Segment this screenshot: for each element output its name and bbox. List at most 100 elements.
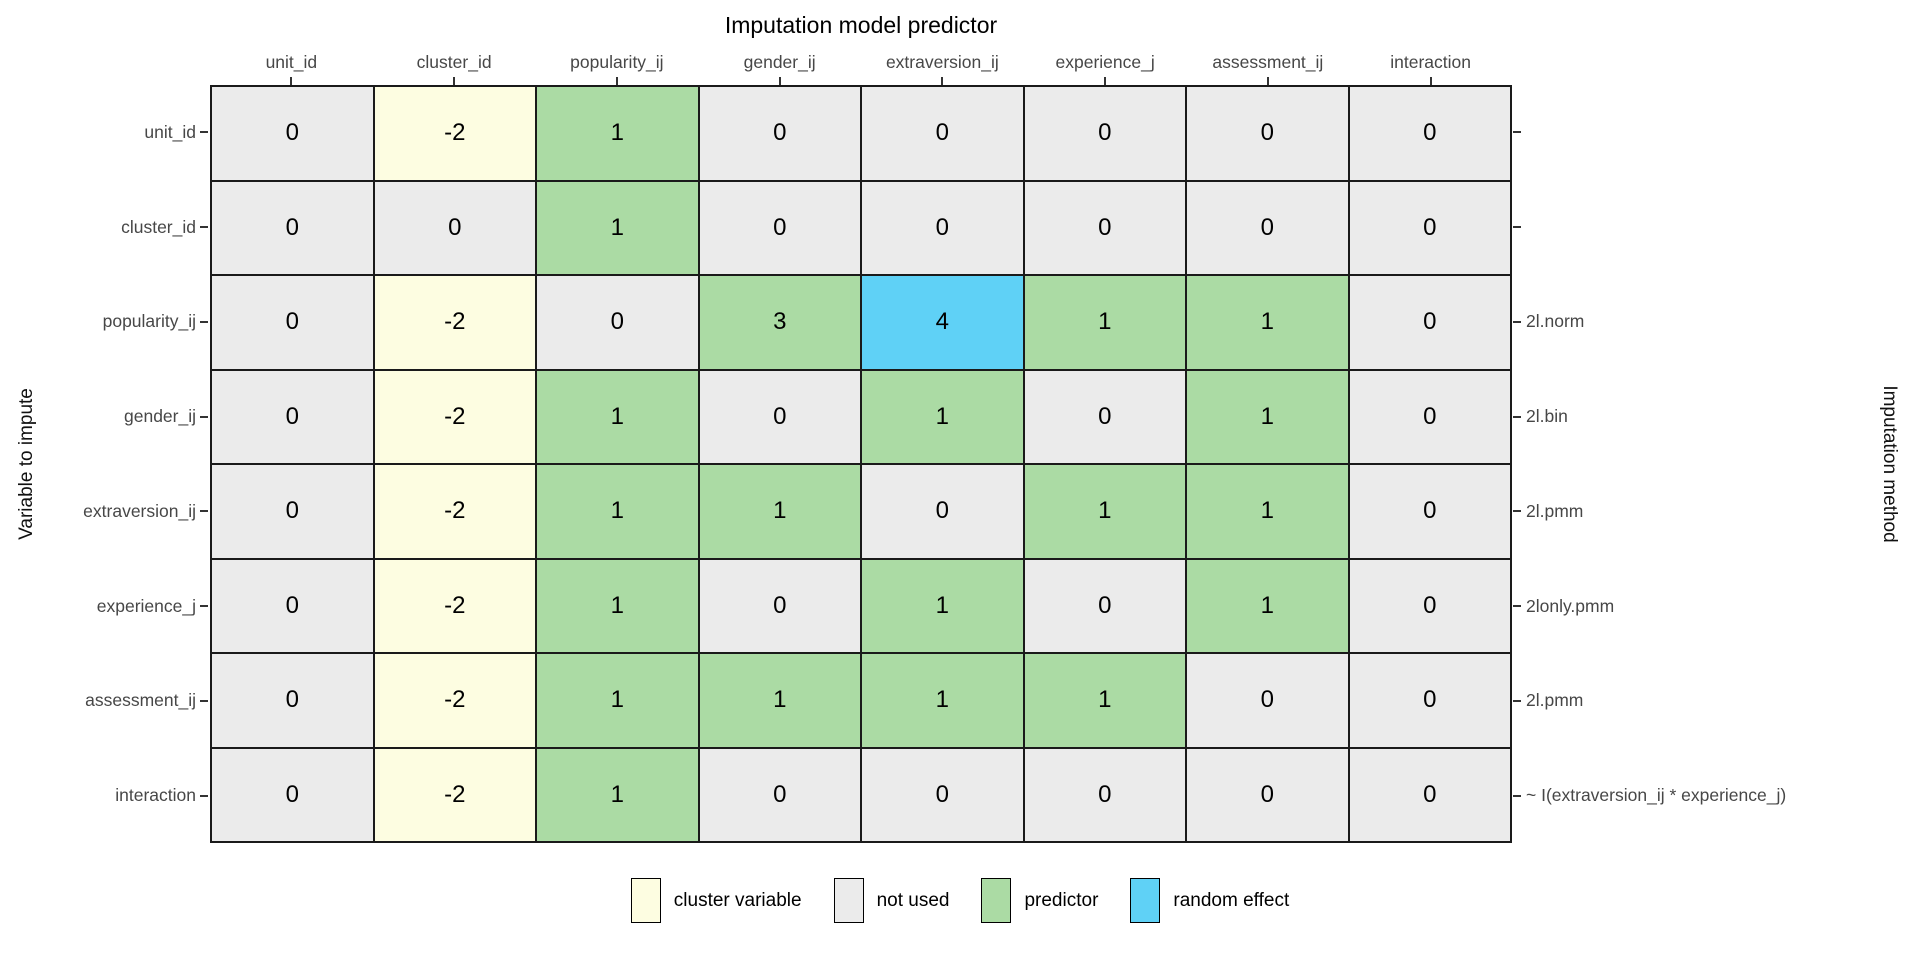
method-label: 2l.bin <box>1513 369 1918 464</box>
tick-mark <box>200 605 208 608</box>
tick-mark <box>200 415 208 418</box>
tick-mark <box>200 794 208 797</box>
matrix-cell: 0 <box>1348 558 1511 653</box>
matrix-cell: 1 <box>536 86 699 181</box>
tick-mark <box>1266 77 1269 85</box>
row-label-text: extraversion_ij <box>83 500 196 521</box>
matrix-cell: 1 <box>536 558 699 653</box>
row-label-text: cluster_id <box>121 216 196 237</box>
method-label: 2l.pmm <box>1513 464 1918 559</box>
matrix-cell: 1 <box>861 558 1024 653</box>
matrix-cell: -2 <box>373 86 536 181</box>
row-label: popularity_ij <box>0 275 208 370</box>
method-label <box>1513 85 1918 180</box>
row-label-text: experience_j <box>96 595 196 616</box>
matrix-cell: 0 <box>861 180 1024 275</box>
row-label-text: assessment_ij <box>85 690 196 711</box>
legend-label: not used <box>876 889 950 911</box>
legend-swatch <box>1130 878 1161 923</box>
tick-mark <box>1104 77 1107 85</box>
matrix-cell: 1 <box>1186 464 1349 559</box>
matrix-cell: 0 <box>211 180 374 275</box>
matrix-cell: 0 <box>861 464 1024 559</box>
row-label: interaction <box>0 748 208 843</box>
tick-mark <box>1513 320 1521 323</box>
column-header-label: gender_ij <box>743 52 816 72</box>
matrix-cell: 0 <box>211 747 374 842</box>
column-header: unit_id <box>210 40 373 85</box>
matrix-cell: 1 <box>698 653 861 748</box>
legend-swatch <box>833 878 864 923</box>
tick-mark <box>1513 226 1521 229</box>
matrix-cell: 1 <box>1186 369 1349 464</box>
matrix-cell: -2 <box>373 558 536 653</box>
matrix-cell: -2 <box>373 275 536 370</box>
matrix-cell: 0 <box>1023 747 1186 842</box>
matrix-cell: 0 <box>1023 180 1186 275</box>
tick-mark <box>778 77 781 85</box>
method-label-text: 2l.bin <box>1526 406 1568 427</box>
row-label: experience_j <box>0 559 208 654</box>
legend-label: predictor <box>1024 889 1099 911</box>
tick-mark <box>615 77 618 85</box>
matrix-cell: 0 <box>1348 86 1511 181</box>
legend-swatch <box>981 878 1012 923</box>
matrix-cell: 0 <box>211 275 374 370</box>
tick-mark <box>200 699 208 702</box>
tick-mark <box>1513 699 1521 702</box>
matrix-cell: 0 <box>1023 369 1186 464</box>
tick-mark <box>1513 415 1521 418</box>
column-headers: unit_id cluster_id popularity_ij gender_ij e… <box>210 40 1512 85</box>
matrix-cell: 1 <box>536 180 699 275</box>
matrix-cell: 1 <box>1023 653 1186 748</box>
plot-title: Imputation model predictor <box>724 12 998 38</box>
tick-mark <box>200 226 208 229</box>
matrix-cell: 0 <box>1186 653 1349 748</box>
method-label-text: ~ I(extraversion_ij * experience_j) <box>1526 785 1787 806</box>
matrix-cell: 0 <box>698 558 861 653</box>
method-label-text: 2l.norm <box>1526 311 1585 332</box>
column-header-label: popularity_ij <box>570 52 664 72</box>
matrix-cell: 0 <box>698 86 861 181</box>
heatmap-grid: 0 -2 1 0 0 0 0 0 0 0 1 0 0 0 0 0 0 -2 0 3 4 1 1 0 0 -2 1 0 1 0 1 0 0 -2 1 1… <box>210 85 1512 843</box>
column-header: experience_j <box>1024 40 1187 85</box>
matrix-cell: -2 <box>373 653 536 748</box>
matrix-cell: 0 <box>1348 653 1511 748</box>
matrix-cell: -2 <box>373 747 536 842</box>
matrix-cell: 0 <box>1186 86 1349 181</box>
matrix-cell: 0 <box>373 180 536 275</box>
method-label <box>1513 180 1918 275</box>
row-label-text: unit_id <box>144 121 196 142</box>
row-label-text: gender_ij <box>124 406 196 427</box>
matrix-cell: 0 <box>1023 86 1186 181</box>
tick-mark <box>200 320 208 323</box>
matrix-cell: 1 <box>536 369 699 464</box>
matrix-cell: 1 <box>698 464 861 559</box>
column-header-label: cluster_id <box>416 52 492 72</box>
method-label: 2l.pmm <box>1513 654 1918 749</box>
matrix-cell: 0 <box>1186 180 1349 275</box>
tick-mark <box>1513 131 1521 134</box>
matrix-cell: 0 <box>1348 464 1511 559</box>
method-labels: 2l.norm 2l.bin 2l.pmm 2lonly.pmm 2l.pmm ~ I(e… <box>1513 85 1918 843</box>
legend: cluster variable not used predictor random … <box>0 878 1920 923</box>
legend-item: random effect <box>1130 878 1289 923</box>
row-label: cluster_id <box>0 180 208 275</box>
matrix-cell: 0 <box>1186 747 1349 842</box>
matrix-cell: -2 <box>373 464 536 559</box>
row-label: assessment_ij <box>0 654 208 749</box>
tick-mark <box>1513 605 1521 608</box>
column-header: popularity_ij <box>536 40 699 85</box>
matrix-cell: 1 <box>1023 464 1186 559</box>
column-header: extraversion_ij <box>861 40 1024 85</box>
column-header: assessment_ij <box>1187 40 1350 85</box>
matrix-cell: 1 <box>1186 275 1349 370</box>
tick-mark <box>1513 794 1521 797</box>
tick-mark <box>1429 77 1432 85</box>
matrix-cell: 3 <box>698 275 861 370</box>
method-label-text: 2l.pmm <box>1526 690 1584 711</box>
column-header-label: experience_j <box>1055 52 1155 72</box>
matrix-cell: -2 <box>373 369 536 464</box>
matrix-cell: 1 <box>861 653 1024 748</box>
